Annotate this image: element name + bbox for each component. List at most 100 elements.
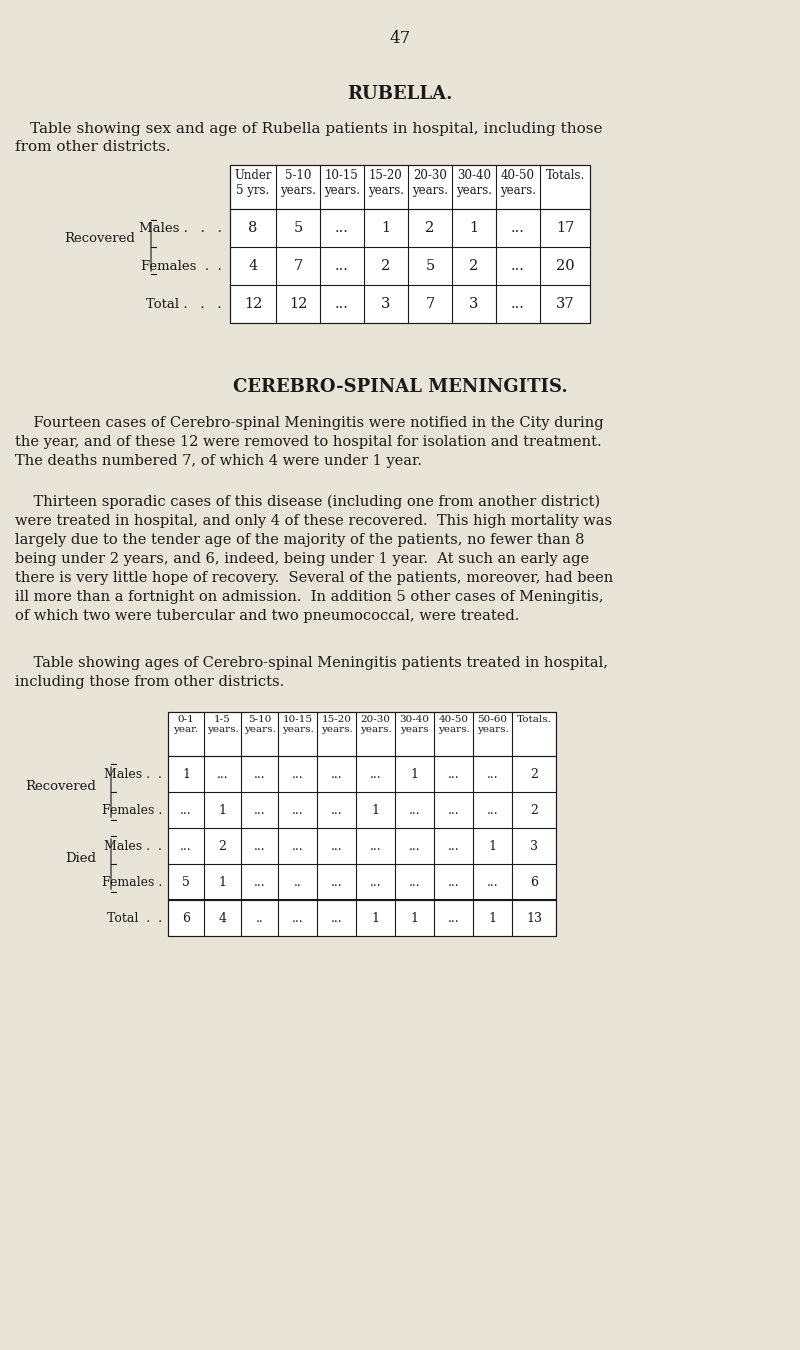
Text: 3: 3: [382, 297, 390, 310]
Text: 8: 8: [248, 221, 258, 235]
Text: 1: 1: [382, 221, 390, 235]
Text: ...: ...: [330, 911, 342, 925]
Text: 40-50
years.: 40-50 years.: [438, 716, 470, 734]
Text: the year, and of these 12 were removed to hospital for isolation and treatment.: the year, and of these 12 were removed t…: [15, 435, 602, 450]
Text: Died: Died: [65, 852, 96, 864]
Text: from other districts.: from other districts.: [15, 140, 170, 154]
Text: 13: 13: [526, 911, 542, 925]
Text: Fourteen cases of Cerebro-spinal Meningitis were notified in the City during: Fourteen cases of Cerebro-spinal Meningi…: [15, 416, 604, 431]
Text: 4: 4: [248, 259, 258, 273]
Text: ...: ...: [254, 876, 266, 888]
Text: ...: ...: [370, 876, 382, 888]
Text: Males .   .   .: Males . . .: [139, 221, 222, 235]
Text: ...: ...: [409, 840, 420, 852]
Text: Totals.: Totals.: [517, 716, 551, 724]
Text: 50-60
years.: 50-60 years.: [477, 716, 508, 734]
Text: RUBELLA.: RUBELLA.: [347, 85, 453, 103]
Text: ...: ...: [511, 259, 525, 273]
Text: being under 2 years, and 6, indeed, being under 1 year.  At such an early age: being under 2 years, and 6, indeed, bein…: [15, 552, 589, 566]
Text: ...: ...: [254, 840, 266, 852]
Text: ...: ...: [292, 768, 303, 780]
Text: ...: ...: [180, 803, 192, 817]
Text: Under
5 yrs.: Under 5 yrs.: [234, 169, 272, 197]
Text: 3: 3: [530, 840, 538, 852]
Text: ...: ...: [335, 297, 349, 310]
Text: 1: 1: [371, 911, 379, 925]
Text: 1: 1: [489, 840, 497, 852]
Text: ...: ...: [330, 768, 342, 780]
Text: 2: 2: [382, 259, 390, 273]
Text: largely due to the tender age of the majority of the patients, no fewer than 8: largely due to the tender age of the maj…: [15, 533, 585, 547]
Text: 1: 1: [182, 768, 190, 780]
Text: ...: ...: [409, 803, 420, 817]
Text: Total .   .   .: Total . . .: [146, 297, 222, 310]
Text: 15-20
years.: 15-20 years.: [321, 716, 352, 734]
Text: 6: 6: [182, 911, 190, 925]
Bar: [230, 165, 590, 323]
Text: ...: ...: [335, 259, 349, 273]
Text: Table showing ages of Cerebro-spinal Meningitis patients treated in hospital,: Table showing ages of Cerebro-spinal Men…: [15, 656, 608, 670]
Text: 2: 2: [426, 221, 434, 235]
Text: ...: ...: [330, 803, 342, 817]
Text: Females .: Females .: [102, 803, 162, 817]
Text: 5: 5: [294, 221, 302, 235]
Text: ...: ...: [448, 803, 459, 817]
Text: ...: ...: [330, 840, 342, 852]
Text: ...: ...: [254, 768, 266, 780]
Text: 6: 6: [530, 876, 538, 888]
Text: ...: ...: [511, 297, 525, 310]
Text: Females  .  .: Females . .: [141, 259, 222, 273]
Text: 2: 2: [530, 803, 538, 817]
Text: 1: 1: [218, 876, 226, 888]
Text: Totals.: Totals.: [546, 169, 585, 182]
Text: ...: ...: [448, 840, 459, 852]
Text: including those from other districts.: including those from other districts.: [15, 675, 284, 688]
Text: 5: 5: [182, 876, 190, 888]
Text: 12: 12: [289, 297, 307, 310]
Text: 2: 2: [470, 259, 478, 273]
Text: 10-15
years.: 10-15 years.: [282, 716, 314, 734]
Text: Recovered: Recovered: [25, 779, 96, 792]
Text: 20-30
years.: 20-30 years.: [412, 169, 448, 197]
Text: Males .  .: Males . .: [104, 840, 162, 852]
Text: ill more than a fortnight on admission.  In addition 5 other cases of Meningitis: ill more than a fortnight on admission. …: [15, 590, 604, 603]
Text: ...: ...: [511, 221, 525, 235]
Text: ...: ...: [448, 911, 459, 925]
Text: 1-5
years.: 1-5 years.: [206, 716, 238, 734]
Text: ...: ...: [370, 840, 382, 852]
Text: 5-10
years.: 5-10 years.: [244, 716, 275, 734]
Text: 37: 37: [556, 297, 574, 310]
Text: ...: ...: [292, 911, 303, 925]
Text: CEREBRO-SPINAL MENINGITIS.: CEREBRO-SPINAL MENINGITIS.: [233, 378, 567, 396]
Text: Thirteen sporadic cases of this disease (including one from another district): Thirteen sporadic cases of this disease …: [15, 495, 600, 509]
Text: 4: 4: [218, 911, 226, 925]
Text: ...: ...: [330, 876, 342, 888]
Text: 30-40
years: 30-40 years: [399, 716, 430, 734]
Text: ...: ...: [409, 876, 420, 888]
Text: 5-10
years.: 5-10 years.: [280, 169, 316, 197]
Text: ..: ..: [256, 911, 263, 925]
Text: ...: ...: [292, 803, 303, 817]
Text: The deaths numbered 7, of which 4 were under 1 year.: The deaths numbered 7, of which 4 were u…: [15, 454, 422, 468]
Text: ..: ..: [294, 876, 302, 888]
Text: ...: ...: [292, 840, 303, 852]
Text: 0-1
year.: 0-1 year.: [174, 716, 198, 734]
Text: Recovered: Recovered: [64, 232, 135, 246]
Text: 7: 7: [294, 259, 302, 273]
Text: 1: 1: [470, 221, 478, 235]
Text: 17: 17: [556, 221, 574, 235]
Text: 20-30
years.: 20-30 years.: [360, 716, 391, 734]
Text: ...: ...: [486, 876, 498, 888]
Text: ...: ...: [180, 840, 192, 852]
Text: 2: 2: [218, 840, 226, 852]
Text: 1: 1: [410, 911, 418, 925]
Text: 5: 5: [426, 259, 434, 273]
Text: of which two were tubercular and two pneumococcal, were treated.: of which two were tubercular and two pne…: [15, 609, 519, 622]
Text: Total  .  .: Total . .: [107, 911, 162, 925]
Text: 2: 2: [530, 768, 538, 780]
Text: 20: 20: [556, 259, 574, 273]
Text: 40-50
years.: 40-50 years.: [500, 169, 536, 197]
Text: 1: 1: [218, 803, 226, 817]
Text: 1: 1: [410, 768, 418, 780]
Text: 15-20
years.: 15-20 years.: [368, 169, 404, 197]
